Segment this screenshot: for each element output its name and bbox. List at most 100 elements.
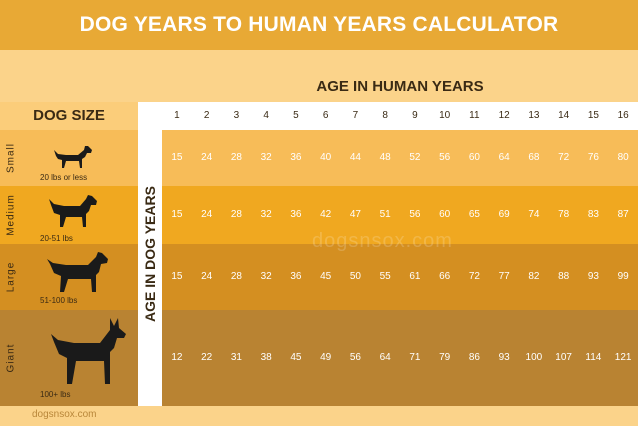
table-row-small: Small 20 lbs or less 15 24 28 32 36 40 44 48 52 5… xyxy=(0,130,638,186)
table-cell: 45 xyxy=(320,271,332,282)
age-header-cell: 4 xyxy=(263,110,269,121)
table-cell: 24 xyxy=(201,209,213,220)
table-cell: 61 xyxy=(409,271,421,282)
table-cell: 88 xyxy=(558,271,570,282)
table-cell: 32 xyxy=(260,152,272,163)
table-row-giant: Giant 100+ lbs 12 22 31 38 45 49 56 64 71 79 86 93 1… xyxy=(0,310,638,406)
size-name: Medium xyxy=(5,194,17,236)
watermark: dogsnsox.com xyxy=(312,230,453,252)
table-cell: 31 xyxy=(230,352,242,363)
table-cell: 100 xyxy=(525,352,543,363)
table-cell: 56 xyxy=(349,352,361,363)
age-header-cell: 7 xyxy=(352,110,359,121)
medium-dog-icon xyxy=(49,195,97,227)
table-cell: 76 xyxy=(587,152,599,163)
table-row-medium: Medium 20-51 lbs 15 24 28 32 36 42 47 51 56 60 65 6… xyxy=(0,186,638,244)
age-header-cell: 13 xyxy=(528,110,540,121)
dog-size-label: DOG SIZE xyxy=(33,107,105,124)
dog-size-header: DOG SIZE xyxy=(0,102,138,130)
table-cell: 87 xyxy=(617,209,629,220)
table-cell: 83 xyxy=(587,209,599,220)
table-cell: 52 xyxy=(409,152,421,163)
table-cell: 47 xyxy=(349,209,361,220)
size-cell-giant: Giant 100+ lbs xyxy=(0,310,138,406)
table-cell: 65 xyxy=(468,209,480,220)
table-cell: 12 xyxy=(171,352,183,363)
table-cell: 15 xyxy=(171,271,183,282)
age-header-cell: 16 xyxy=(617,110,629,121)
table-cell: 45 xyxy=(290,352,302,363)
table-cell: 42 xyxy=(320,209,332,220)
weight-label: 20-51 lbs xyxy=(40,234,73,243)
row-values: 15 24 28 32 36 42 47 51 56 60 65 69 74 78 83 87 xyxy=(162,186,638,244)
table-cell: 64 xyxy=(498,152,510,163)
table-cell: 82 xyxy=(528,271,540,282)
table-cell: 28 xyxy=(230,209,242,220)
table-cell: 66 xyxy=(439,271,451,282)
large-dog-icon xyxy=(47,252,108,292)
row-values: 12 22 31 38 45 49 56 64 71 79 86 93 100 107 114 121 xyxy=(162,310,638,406)
table-cell: 32 xyxy=(260,271,272,282)
table-cell: 36 xyxy=(290,209,302,220)
table-cell: 86 xyxy=(468,352,480,363)
dog-years-axis: AGE IN DOG YEARS xyxy=(138,102,162,406)
page-title: DOG YEARS TO HUMAN YEARS CALCULATOR xyxy=(0,0,638,50)
table-cell: 36 xyxy=(290,152,302,163)
age-header-cell: 12 xyxy=(498,110,510,121)
table-cell: 79 xyxy=(439,352,451,363)
table-cell: 78 xyxy=(558,209,570,220)
weight-label: 51-100 lbs xyxy=(40,296,78,305)
table-cell: 72 xyxy=(468,271,480,282)
age-header-cell: 15 xyxy=(587,110,599,121)
age-header-cell: 14 xyxy=(558,110,570,121)
age-header-cell: 1 xyxy=(174,110,180,121)
table-cell: 22 xyxy=(201,352,213,363)
table-cell: 28 xyxy=(230,271,242,282)
table-cell: 56 xyxy=(439,152,451,163)
size-cell-small: Small 20 lbs or less xyxy=(0,130,138,186)
table-cell: 55 xyxy=(379,271,391,282)
table-cell: 48 xyxy=(379,152,391,163)
age-header-cell: 9 xyxy=(412,110,418,121)
table-cell: 107 xyxy=(555,352,572,363)
size-name: Giant xyxy=(5,343,17,373)
small-dog-icon xyxy=(54,146,92,168)
table-cell: 93 xyxy=(587,271,599,282)
table-cell: 50 xyxy=(349,271,361,282)
age-header-cell: 8 xyxy=(382,110,388,121)
human-years-label: AGE IN HUMAN YEARS xyxy=(316,78,484,95)
table-cell: 32 xyxy=(260,209,272,220)
table-cell: 72 xyxy=(558,152,570,163)
table-cell: 40 xyxy=(320,152,332,163)
table-row-large: Large 51-100 lbs 15 24 28 32 36 45 50 55 61 66 72 7… xyxy=(0,244,638,310)
table-cell: 99 xyxy=(617,271,629,282)
table-cell: 38 xyxy=(260,352,272,363)
table-cell: 69 xyxy=(498,209,510,220)
footer: dogsnsox.com xyxy=(0,406,638,426)
age-header-cell: 6 xyxy=(322,110,329,121)
table-cell: 51 xyxy=(379,209,391,220)
size-name: Small xyxy=(5,142,17,174)
table-cell: 60 xyxy=(439,209,451,220)
dog-years-label: AGE IN DOG YEARS xyxy=(142,186,158,322)
giant-dog-icon xyxy=(51,318,126,384)
table-cell: 74 xyxy=(528,209,540,220)
table-cell: 93 xyxy=(498,352,510,363)
table-cell: 15 xyxy=(171,152,183,163)
table-cell: 36 xyxy=(290,271,302,282)
size-cell-medium: Medium 20-51 lbs xyxy=(0,186,138,244)
table-cell: 56 xyxy=(409,209,421,220)
table-cell: 77 xyxy=(498,271,510,282)
age-header-cell: 3 xyxy=(233,110,240,121)
size-cell-large: Large 51-100 lbs xyxy=(0,244,138,310)
table-cell: 64 xyxy=(379,352,391,363)
table-cell: 24 xyxy=(201,152,213,163)
table-cell: 28 xyxy=(230,152,242,163)
age-header-cell: 5 xyxy=(293,110,299,121)
table-cell: 49 xyxy=(320,352,332,363)
table-cell: 60 xyxy=(468,152,480,163)
age-header-row: 1 2 3 4 5 6 7 8 9 10 11 12 13 14 15 16 xyxy=(162,102,638,130)
age-header-cell: 11 xyxy=(469,110,480,121)
age-header-cell: 10 xyxy=(439,110,451,121)
